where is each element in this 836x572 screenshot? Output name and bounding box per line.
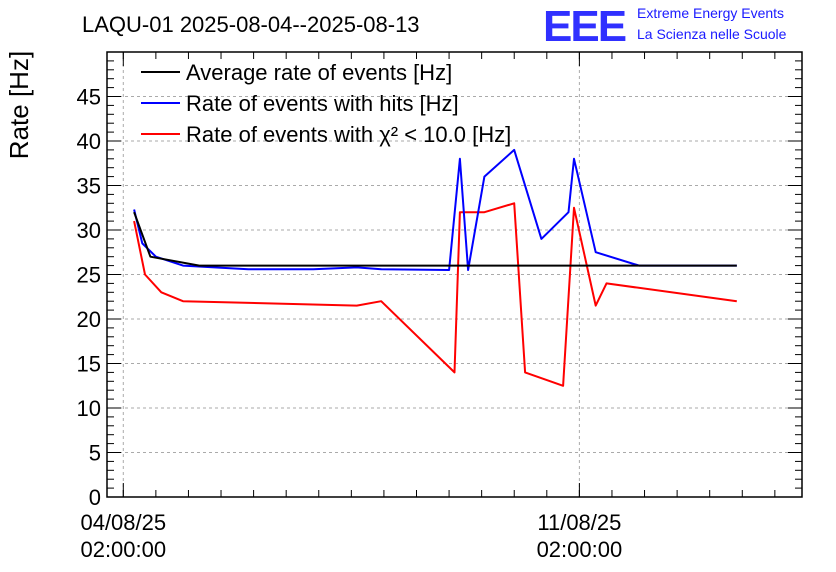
legend-label-2: Rate of events with χ² < 10.0 [Hz]: [186, 122, 511, 147]
grid-lines: [107, 52, 802, 497]
legend-label-1: Rate of events with hits [Hz]: [186, 91, 459, 116]
y-tick-label: 10: [77, 396, 101, 421]
x-tick-label-date: 04/08/25: [80, 510, 166, 535]
eee-logo-line1: Extreme Energy Events: [637, 5, 784, 21]
y-tick-label: 30: [77, 218, 101, 243]
y-tick-label: 5: [89, 441, 101, 466]
axis-ticks: 05101520253035404504/08/2502:00:0011/08/…: [77, 52, 802, 562]
x-tick-label-time: 02:00:00: [537, 537, 623, 562]
y-tick-label: 40: [77, 129, 101, 154]
eee-logo: EEE Extreme Energy Events La Scienza nel…: [543, 2, 787, 51]
y-tick-label: 45: [77, 85, 101, 110]
legend-label-0: Average rate of events [Hz]: [186, 60, 452, 85]
series-line-0: [133, 211, 737, 267]
eee-logo-letters: EEE: [543, 2, 626, 51]
x-tick-label-date: 11/08/25: [537, 510, 621, 535]
y-tick-label: 15: [77, 352, 101, 377]
series-line-2: [133, 202, 737, 387]
y-axis-label: Rate [Hz]: [4, 51, 34, 159]
series-line-1: [133, 148, 737, 271]
y-tick-label: 0: [89, 485, 101, 510]
y-tick-label: 25: [77, 263, 101, 288]
chart-title: LAQU-01 2025-08-04--2025-08-13: [82, 12, 420, 37]
legend: Average rate of events [Hz] Rate of event…: [141, 60, 511, 147]
y-tick-label: 35: [77, 174, 101, 199]
series-layer: [133, 148, 737, 387]
x-tick-label-time: 02:00:00: [80, 537, 166, 562]
y-tick-label: 20: [77, 307, 101, 332]
eee-logo-line2: La Scienza nelle Scuole: [637, 26, 787, 42]
